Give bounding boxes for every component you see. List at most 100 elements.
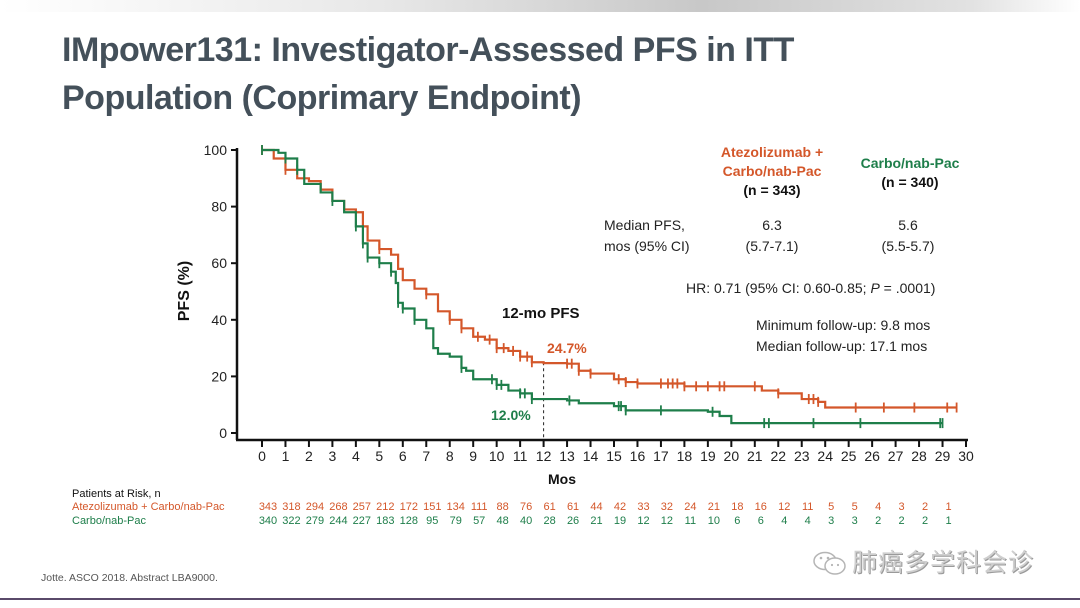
risk-atezo-count: 294: [305, 501, 325, 513]
risk-atezo-count: 134: [446, 501, 465, 513]
risk-atezo-count: 88: [496, 501, 509, 513]
x-tick-label: 13: [559, 448, 575, 464]
atezo-pfs12: 24.7%: [547, 340, 587, 356]
x-tick-label: 1: [282, 448, 290, 464]
hazard-ratio: HR: 0.71 (95% CI: 0.60-0.85; P = .0001): [686, 280, 935, 296]
atezo-n: (n = 343): [743, 182, 801, 198]
risk-carbo-count: 244: [329, 515, 348, 527]
risk-carbo-count: 2: [875, 515, 882, 527]
carbo-median-value: 5.6: [898, 217, 918, 233]
risk-carbo-count: 10: [707, 515, 720, 527]
risk-carbo-count: 3: [851, 515, 858, 527]
risk-carbo-count: 21: [590, 515, 603, 527]
risk-atezo-count: 32: [660, 501, 674, 513]
median-followup: Median follow-up: 17.1 mos: [756, 338, 928, 354]
y-tick-label: 40: [211, 312, 227, 328]
x-tick-label: 9: [469, 448, 477, 464]
x-tick-label: 16: [630, 448, 646, 464]
x-tick-label: 29: [935, 448, 951, 464]
median-pfs-label: Median PFS, mos (95% CI): [604, 215, 690, 257]
atezo-median-value: 6.3: [762, 217, 782, 233]
slide-title: IMpower131: Investigator-Assessed PFS in…: [62, 26, 962, 122]
x-tick-label: 6: [399, 448, 407, 464]
atezo-median-ci: (5.7-7.1): [745, 238, 799, 254]
risk-atezo-count: 172: [399, 501, 418, 513]
carbo-median-ci: (5.5-5.7): [881, 238, 935, 254]
risk-carbo-count: 6: [757, 515, 764, 527]
median-label-line1: Median PFS,: [604, 217, 685, 233]
x-tick-label: 24: [817, 448, 833, 464]
risk-header: Patients at Risk, n: [72, 488, 161, 500]
wechat-icon: [813, 551, 846, 575]
risk-atezo-count: 5: [828, 501, 835, 513]
risk-carbo-count: 26: [566, 515, 580, 527]
carbo-pfs12: 12.0%: [491, 407, 531, 423]
risk-atezo-count: 16: [754, 501, 767, 513]
risk-carbo-count: 40: [520, 515, 533, 527]
x-tick-label: 14: [583, 448, 599, 464]
risk-atezo-count: 151: [423, 501, 442, 513]
risk-atezo-count: 257: [352, 501, 372, 513]
risk-atezo-count: 33: [637, 501, 650, 513]
x-tick-label: 8: [446, 448, 454, 464]
y-tick-label: 0: [219, 425, 227, 441]
risk-carbo-count: 28: [543, 515, 556, 527]
x-tick-label: 23: [794, 448, 810, 464]
title-line-1: IMpower131: Investigator-Assessed PFS in…: [62, 31, 794, 69]
title-line-2: Population (Coprimary Endpoint): [62, 79, 582, 117]
risk-atezo-count: 5: [851, 501, 858, 513]
risk-carbo-count: 79: [449, 515, 462, 527]
risk-atezo-count: 1: [945, 501, 952, 513]
risk-carbo-count: 4: [804, 515, 811, 527]
x-tick-label: 28: [911, 448, 927, 464]
atezo-name-line1: Atezolizumab +: [720, 144, 824, 160]
x-tick-label: 3: [329, 448, 337, 464]
x-tick-label: 19: [700, 448, 716, 464]
x-tick-label: 5: [375, 448, 383, 464]
risk-atezo-count: 111: [470, 501, 488, 513]
risk-atezo-label: Atezolizumab + Carbo/nab-Pac: [72, 501, 225, 513]
x-tick-label: 21: [747, 448, 763, 464]
x-tick-label: 18: [677, 448, 693, 464]
x-tick-label: 0: [258, 448, 266, 464]
x-tick-label: 25: [841, 448, 857, 464]
risk-atezo-count: 21: [707, 501, 720, 513]
x-tick-label: 27: [888, 448, 904, 464]
risk-atezo-count: 3: [898, 501, 905, 513]
pfs12-label: 12-mo PFS: [502, 305, 580, 322]
risk-atezo-count: 318: [282, 501, 301, 513]
x-tick-label: 17: [653, 448, 669, 464]
risk-atezo-count: 18: [731, 501, 744, 513]
risk-atezo-count: 61: [543, 501, 556, 513]
risk-carbo-count: 227: [352, 515, 372, 527]
y-tick-label: 80: [211, 199, 227, 215]
atezo-name-line2: Carbo/nab-Pac: [722, 163, 822, 179]
risk-atezo-count: 11: [802, 501, 814, 513]
median-label-line2: mos (95% CI): [604, 238, 690, 254]
risk-atezo-count: 42: [613, 501, 627, 513]
watermark-text: 肺癌多学科会诊: [852, 548, 1035, 577]
risk-carbo-count: 322: [282, 515, 301, 527]
atezo-arm-header: Atezolizumab + Carbo/nab-Pac (n = 343): [702, 143, 842, 200]
carbo-arm-header: Carbo/nab-Pac (n = 340): [840, 154, 980, 192]
risk-carbo-count: 4: [781, 515, 788, 527]
risk-atezo-count: 268: [329, 501, 348, 513]
risk-atezo-count: 61: [566, 501, 580, 513]
risk-carbo-count: 57: [473, 515, 486, 527]
y-tick-label: 100: [204, 142, 228, 158]
risk-carbo-count: 12: [637, 515, 650, 527]
risk-carbo-count: 128: [399, 515, 418, 527]
risk-carbo-count: 2: [922, 515, 929, 527]
risk-atezo-count: 2: [922, 501, 929, 513]
y-tick-label: 20: [211, 368, 227, 384]
x-tick-label: 30: [958, 448, 974, 464]
atezo-median: 6.3 (5.7-7.1): [712, 215, 832, 257]
risk-atezo-count: 24: [684, 501, 697, 513]
risk-carbo-count: 6: [734, 515, 741, 527]
risk-carbo-count: 12: [660, 515, 674, 527]
risk-carbo-count: 48: [496, 515, 509, 527]
carbo-name: Carbo/nab-Pac: [860, 155, 960, 171]
x-tick-label: 22: [770, 448, 786, 464]
x-tick-label: 20: [724, 448, 740, 464]
